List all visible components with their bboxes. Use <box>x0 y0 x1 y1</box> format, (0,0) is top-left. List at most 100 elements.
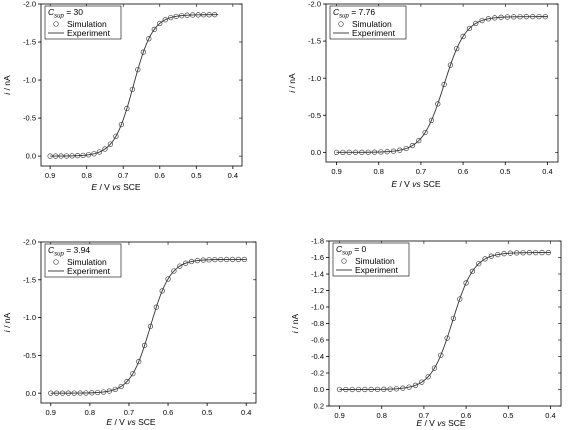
plot-frame <box>325 3 559 163</box>
simulation-point <box>409 142 416 149</box>
simulation-point <box>171 268 177 274</box>
y-tick-label: -0.5 <box>23 114 36 123</box>
simulation-point <box>159 288 165 294</box>
x-tick-label: 0.7 <box>124 408 134 417</box>
x-tick-label: 0.4 <box>241 408 251 417</box>
simulation-point <box>124 105 130 112</box>
x-axis-label: E / V vs SCE <box>416 418 465 428</box>
y-axis-label: i / nA <box>290 313 300 333</box>
simulation-point <box>463 280 469 286</box>
simulation-point <box>454 45 460 52</box>
simulation-point <box>416 137 422 144</box>
y-tick-label: -0.5 <box>308 111 321 120</box>
simulation-point <box>479 17 485 24</box>
simulation-point <box>435 101 441 107</box>
simulation-point <box>168 14 174 21</box>
simulation-point <box>135 66 141 73</box>
simulation-point <box>447 62 454 68</box>
simulation-point <box>457 296 463 302</box>
chart-panel-2: 0.9 0.8 0.7 0.6 0.5 0.4 0.0 -0.5 -1.0 -1.5 -2.0 E /… <box>287 0 559 189</box>
simulation-point <box>469 268 476 274</box>
simulation-point <box>422 129 428 136</box>
legend-parameter: Csup = 3.94 <box>48 245 90 258</box>
legend-parameter: Csup = 30 <box>48 7 83 20</box>
y-tick-label: -1.0 <box>311 303 324 312</box>
x-tick-label: 0.8 <box>81 171 91 180</box>
simulation-point <box>157 20 163 27</box>
x-tick-label: 0.9 <box>46 408 56 417</box>
y-tick-label: -0.2 <box>311 369 324 378</box>
legend-parameter: Csup = 0 <box>336 244 367 257</box>
chart-panel-4: 0.9 0.8 0.7 0.6 0.5 0.4 0.2 0.0 -0.2 -0.4 -0.6 -0.8… <box>290 237 562 428</box>
x-tick-label: 0.8 <box>374 167 384 176</box>
y-axis-label: i / nA <box>287 73 297 93</box>
simulation-point <box>153 304 159 310</box>
x-axis-label: E / V vs SCE <box>391 179 440 189</box>
legend-simulation-label: Simulation <box>67 257 107 267</box>
simulation-point <box>466 25 473 32</box>
y-tick-label: -0.4 <box>311 352 324 361</box>
simulation-point <box>91 151 97 157</box>
simulation-point <box>460 33 466 40</box>
plot-frame <box>40 3 243 167</box>
simulation-point <box>130 370 136 377</box>
x-tick-label: 0.5 <box>500 167 510 176</box>
simulation-point <box>102 146 108 152</box>
simulation-point <box>488 253 495 259</box>
simulation-point <box>412 382 419 388</box>
legend-experiment-label: Experiment <box>67 266 111 276</box>
y-tick-label: -1.0 <box>23 76 36 85</box>
simulation-point <box>118 121 125 128</box>
legend-experiment-label: Experiment <box>355 265 399 275</box>
simulation-point <box>151 26 157 33</box>
simulation-point <box>419 379 425 385</box>
chart-panel-3: 0.9 0.8 0.7 0.6 0.5 0.4 0.0 -0.5 -1.0 -1.5 -2.0 E /… <box>2 238 257 427</box>
y-tick-label: -1.5 <box>308 37 321 46</box>
simulation-point <box>162 17 168 23</box>
simulation-point <box>107 141 114 147</box>
simulation-point <box>146 36 152 42</box>
x-tick-label: 0.4 <box>542 167 552 176</box>
simulation-point <box>177 263 183 269</box>
legend-experiment-label: Experiment <box>352 28 396 38</box>
y-tick-label: -2.0 <box>23 238 36 247</box>
x-tick-label: 0.5 <box>191 171 201 180</box>
simulation-point <box>141 342 148 349</box>
y-tick-label: -1.4 <box>311 270 324 279</box>
simulation-point <box>165 276 171 282</box>
y-axis-label: i / nA <box>2 312 12 332</box>
y-tick-label: -0.5 <box>23 351 36 360</box>
x-tick-label: 0.7 <box>419 411 429 420</box>
simulation-point <box>403 145 409 152</box>
y-tick-label: 0.0 <box>314 385 324 394</box>
y-tick-label: 0.0 <box>311 148 321 157</box>
y-tick-label: -0.6 <box>311 336 324 345</box>
simulation-point <box>96 149 103 155</box>
simulation-point <box>473 20 479 27</box>
x-tick-label: 0.6 <box>458 167 468 176</box>
x-tick-label: 0.5 <box>503 411 513 420</box>
legend-simulation-symbol <box>53 21 59 27</box>
x-tick-label: 0.9 <box>334 411 344 420</box>
x-tick-label: 0.6 <box>163 408 173 417</box>
y-tick-label: -2.0 <box>308 0 321 9</box>
y-tick-label: 0.0 <box>26 389 36 398</box>
y-tick-label: -1.5 <box>23 38 36 47</box>
y-tick-label: 0.2 <box>314 402 324 411</box>
legend-simulation-symbol <box>53 259 59 265</box>
simulation-point <box>129 86 136 93</box>
y-tick-label: -1.6 <box>311 253 324 262</box>
x-tick-label: 0.6 <box>155 171 165 180</box>
simulation-point <box>476 260 482 267</box>
legend-simulation-label: Simulation <box>355 256 395 266</box>
simulation-point <box>136 358 142 365</box>
simulation-point <box>147 323 154 329</box>
x-tick-label: 0.4 <box>228 171 238 180</box>
simulation-point <box>438 352 444 358</box>
simulation-point <box>441 81 447 88</box>
simulation-point <box>425 374 431 380</box>
x-axis-label: E / V vs SCE <box>106 417 155 427</box>
simulation-point <box>428 117 435 124</box>
legend-simulation-symbol <box>338 21 344 27</box>
